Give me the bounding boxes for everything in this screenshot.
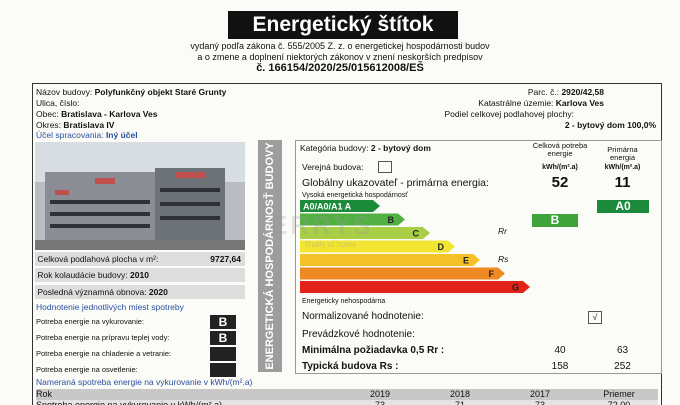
total-class: B [532, 214, 578, 227]
photo [35, 142, 245, 250]
value: 52 [530, 174, 590, 191]
col-head: Primárna energia [595, 146, 650, 162]
value: 40 [530, 345, 590, 356]
info: Názov budovy: Polyfunkčný objekt Staré G… [36, 87, 226, 97]
class-label: F [489, 269, 495, 279]
value: 11 [595, 174, 650, 191]
row-label: Normalizované hodnotenie: [302, 311, 424, 322]
unit: kWh/(m².a) [530, 164, 590, 171]
section-title: Hodnotenie jednotlivých miest spotreby [36, 302, 184, 312]
rs: Rs [498, 254, 508, 264]
info: 2 - bytový dom 100,0% [565, 120, 656, 130]
subtitle: a o zmene a doplnení niektorých zákonov … [0, 52, 680, 62]
class-label: D [438, 242, 445, 252]
rating-label: Potreba energie na prípravu teplej vody: [36, 333, 169, 342]
info: Ulica, číslo: [36, 98, 79, 108]
detail: Rok kolaudácie budovy: 2010 [35, 268, 245, 282]
table-head: 2018 [420, 389, 500, 400]
table-head: Priemer [580, 389, 658, 400]
info: Účel spracovania: Iný účel [36, 130, 138, 140]
info: Podiel celkovej podlahovej plochy: [445, 109, 574, 119]
side-title: ENERGETICKÁ HOSPODÁRNOSŤ BUDOVY [264, 142, 276, 369]
info: Parc. č.: 2920/42,58 [528, 87, 604, 97]
unit: kWh/(m².a) [595, 164, 650, 171]
category: Kategória budovy: 2 - bytový dom [300, 143, 431, 153]
value: 158 [530, 361, 590, 372]
high: Vysoká energetická hospodárnosť [302, 192, 408, 199]
col-head: Celková potreba energie [530, 142, 590, 158]
row-label: Minimálna požiadavka 0,5 Rr : [302, 345, 444, 356]
global-label: Globálny ukazovateľ - primárna energia: [302, 177, 489, 189]
table-head: 2019 [340, 389, 420, 400]
table-cell: 71 [420, 400, 500, 405]
table-cell: Spotreba energie na vykurovanie v kWh/(m… [36, 400, 340, 405]
subtitle: vydaný podľa zákona č. 555/2005 Z. z. o … [0, 41, 680, 51]
cert-number: č. 166154/2020/25/015612008/EŠ [0, 62, 680, 74]
class-label: E [463, 256, 469, 266]
page: Energetický štítok vydaný podľa zákona č… [0, 0, 680, 405]
class-arrow [300, 268, 505, 280]
table-cell: 73 [500, 400, 580, 405]
rating-class [210, 347, 236, 361]
class-label: G [512, 283, 519, 293]
low: Energeticky nehospodárna [302, 298, 385, 305]
rating-class: B [210, 315, 236, 329]
rating-label: Potreba energie na chladenie a vetranie: [36, 349, 171, 358]
row-label: Typická budova Rs : [302, 361, 399, 372]
table-head: Rok [36, 389, 340, 400]
rr: Rr [498, 226, 507, 236]
info: Obec: Bratislava - Karlova Ves [36, 109, 157, 119]
checkbox: √ [588, 311, 602, 324]
rating-class: B [210, 331, 236, 345]
class-label: B [388, 215, 395, 225]
info: Okres: Bratislava IV [36, 120, 114, 130]
row-label: Prevádzkové hodnotenie: [302, 329, 415, 340]
public: Verejná budova: [302, 162, 363, 172]
rating-label: Potreba energie na osvetlenie: [36, 365, 138, 374]
table-cell: 73 [340, 400, 420, 405]
info: Katastrálne územie: Karlova Ves [478, 98, 604, 108]
class-arrow [300, 281, 530, 293]
table-head: 2017 [500, 389, 580, 400]
watermark: ERRYS [270, 210, 374, 241]
primary-class: A0 [597, 200, 649, 213]
value: 252 [595, 361, 650, 372]
rating-label: Potreba energie na vykurovanie: [36, 317, 144, 326]
detail: Posledná významná obnova: 2020 [35, 285, 245, 299]
detail: Celková podlahová plocha v m²: 9727,64 [35, 252, 245, 266]
class-arrow [300, 254, 480, 266]
class-label: C [413, 229, 420, 239]
value: 63 [595, 345, 650, 356]
watermark: finally at home [305, 240, 357, 249]
table-cell: 72,00 [580, 400, 658, 405]
rating-class [210, 363, 236, 377]
title: Energetický štítok [228, 11, 458, 39]
section-title: Nameraná spotreba energie na vykurovanie… [36, 377, 252, 387]
checkbox [378, 161, 392, 173]
